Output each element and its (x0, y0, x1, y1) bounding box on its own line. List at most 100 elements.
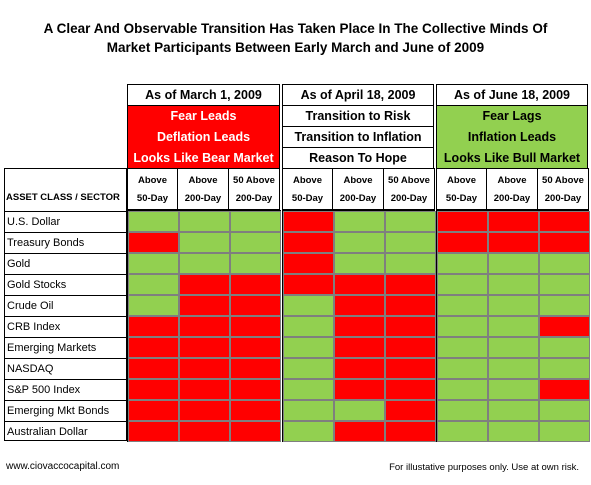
column-header-line2: 50-Day (136, 193, 169, 204)
status-cell (128, 232, 179, 253)
status-cell (437, 421, 488, 442)
column-header-line1: 50 Above (233, 175, 275, 186)
status-cell (283, 421, 334, 442)
column-header-line2: 200-Day (184, 193, 222, 204)
status-cell (539, 232, 590, 253)
status-cell (385, 211, 436, 232)
status-cell (179, 211, 230, 232)
period-label: As of April 18, 2009 (283, 85, 433, 106)
column-header: Above 200-Day (487, 168, 538, 210)
status-cell (283, 400, 334, 421)
status-cell (334, 211, 385, 232)
column-header: Above 200-Day (178, 168, 229, 210)
status-cell (128, 274, 179, 295)
column-header-line1: Above (292, 175, 323, 186)
status-cell (334, 421, 385, 442)
row-label: U.S. Dollar (5, 211, 127, 232)
status-cell (179, 274, 230, 295)
status-cell (488, 337, 539, 358)
status-cell (539, 337, 590, 358)
period-note: Fear Lags (437, 106, 587, 127)
status-cell (128, 211, 179, 232)
period-header-3: As of June 18, 2009 Fear Lags Inflation Le… (436, 84, 588, 169)
status-cell (385, 337, 436, 358)
status-cell (539, 274, 590, 295)
row-label: CRB Index (5, 316, 127, 337)
status-cell (179, 316, 230, 337)
column-header: Above 50-Day (127, 168, 178, 210)
status-cell (283, 379, 334, 400)
period-note: Fear Leads (128, 106, 279, 127)
status-cell (179, 379, 230, 400)
status-cell (179, 421, 230, 442)
status-cell (488, 274, 539, 295)
status-cell (385, 400, 436, 421)
title-line-1: A Clear And Observable Transition Has Ta… (43, 21, 548, 36)
period-note: Transition to Risk (283, 106, 433, 127)
status-cell (385, 379, 436, 400)
status-cell (230, 400, 281, 421)
status-cell (334, 358, 385, 379)
status-cell (488, 295, 539, 316)
period-note: Inflation Leads (437, 127, 587, 148)
column-header: 50 Above 200-Day (538, 168, 589, 210)
status-cell (128, 358, 179, 379)
page-title: A Clear And Observable Transition Has Ta… (0, 19, 591, 57)
column-header: Above 50-Day (436, 168, 487, 210)
period-note: Transition to Inflation (283, 127, 433, 148)
column-header-line2: 200-Day (339, 193, 377, 204)
status-cell (334, 253, 385, 274)
column-header-line2: 200-Day (235, 193, 273, 204)
status-cell (437, 337, 488, 358)
status-cell (385, 421, 436, 442)
status-cell (385, 295, 436, 316)
column-header-line1: 50 Above (388, 175, 430, 186)
status-cell (230, 316, 281, 337)
asset-class-header: ASSET CLASS / SECTOR (6, 192, 120, 203)
status-cell (128, 295, 179, 316)
status-cell (437, 400, 488, 421)
status-cell (385, 232, 436, 253)
disclaimer-text: For illustative purposes only. Use at ow… (389, 462, 579, 473)
status-cell (283, 232, 334, 253)
column-header: Above 50-Day (282, 168, 333, 210)
column-header-line1: Above (137, 175, 168, 186)
status-cell (539, 358, 590, 379)
status-cell (539, 421, 590, 442)
status-cell (230, 274, 281, 295)
period-header-2: As of April 18, 2009 Transition to Risk Tr… (282, 84, 434, 169)
status-cell (128, 400, 179, 421)
status-cell (230, 253, 281, 274)
status-cell (488, 211, 539, 232)
period-note: Looks Like Bear Market (128, 148, 279, 169)
status-cell (539, 316, 590, 337)
status-cell (437, 253, 488, 274)
status-cell (437, 358, 488, 379)
status-cell (385, 358, 436, 379)
status-cell (437, 232, 488, 253)
title-line-2: Market Participants Between Early March … (106, 40, 485, 55)
status-cell (385, 316, 436, 337)
status-cell (488, 421, 539, 442)
status-cell (488, 316, 539, 337)
row-label: Crude Oil (5, 295, 127, 316)
status-cell (488, 400, 539, 421)
website-link[interactable]: www.ciovaccocapital.com (6, 461, 120, 472)
column-header-line1: Above (497, 175, 527, 186)
status-cell (334, 295, 385, 316)
status-cell (334, 379, 385, 400)
status-cell (230, 421, 281, 442)
status-cell (179, 337, 230, 358)
status-cell (283, 358, 334, 379)
status-cell (179, 295, 230, 316)
status-cell (437, 295, 488, 316)
status-cell (283, 253, 334, 274)
status-cell (128, 379, 179, 400)
status-cell (179, 232, 230, 253)
status-cell (334, 274, 385, 295)
status-cell (283, 295, 334, 316)
row-label: S&P 500 Index (5, 379, 127, 400)
status-cell (437, 211, 488, 232)
column-header-line2: 50-Day (445, 193, 478, 204)
row-label: Australian Dollar (5, 421, 127, 442)
